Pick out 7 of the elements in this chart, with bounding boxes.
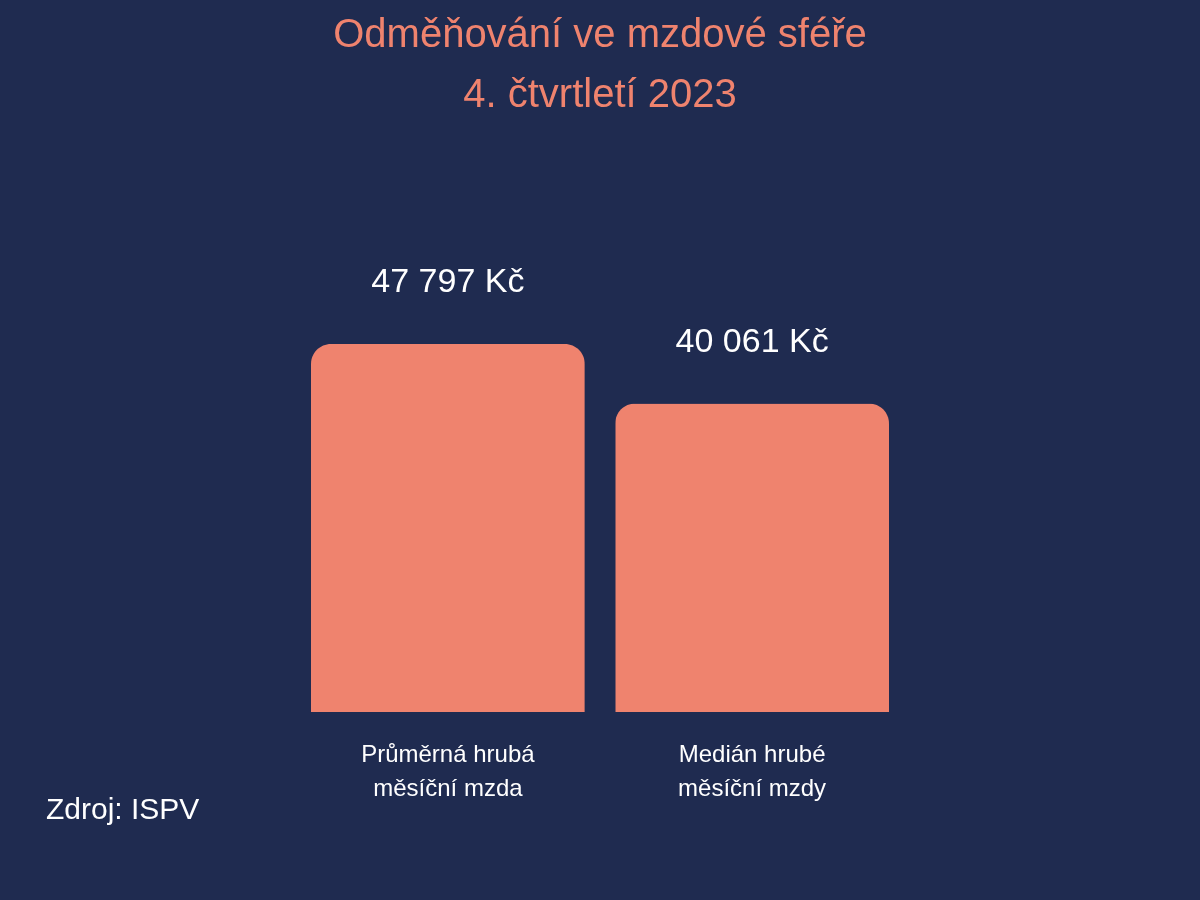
text: Odměňování ve mzdové sféře: [333, 11, 867, 55]
text: Zdroj: ISPV: [46, 792, 200, 825]
x-tick-label: Medián hrubé měsíční mzdy: [678, 739, 827, 801]
data-label: 47 797 Kč: [371, 261, 525, 299]
x-tick-label: Průměrná hrubá měsíční mzda: [361, 739, 536, 801]
text: 4. čtvrtletí 2023: [463, 71, 737, 115]
data-label: 40 061 Kč: [675, 320, 829, 359]
